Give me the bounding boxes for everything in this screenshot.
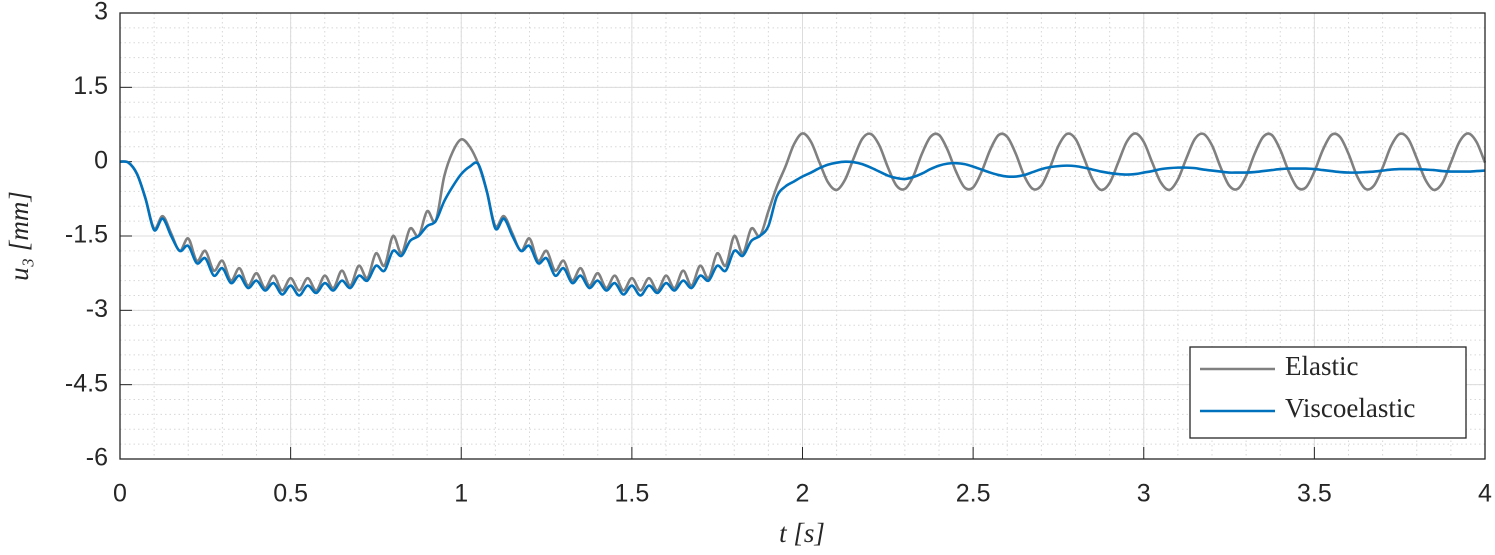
y-tick-label: -3: [86, 295, 108, 323]
legend-label: Elastic: [1285, 351, 1358, 381]
x-tick-label: 3.5: [1297, 480, 1332, 508]
legend-label: Viscoelastic: [1285, 393, 1415, 423]
x-tick-label: 2: [796, 480, 810, 508]
y-tick-label: -1.5: [65, 221, 108, 249]
x-tick-label: 4: [1478, 480, 1492, 508]
x-tick-label: 0.5: [273, 480, 308, 508]
x-tick-label: 1: [454, 480, 468, 508]
x-tick-label: 1.5: [614, 480, 649, 508]
y-tick-label: -6: [86, 444, 108, 472]
series-line: [119, 160, 1486, 297]
y-tick-label: 1.5: [73, 72, 108, 100]
series-line: [119, 132, 1487, 292]
y-tick-label: 0: [94, 146, 108, 174]
y-tick-label: -4.5: [65, 369, 108, 397]
x-axis-label: t [s]: [779, 518, 825, 548]
x-tick-label: 0: [113, 480, 127, 508]
y-tick-label: 3: [94, 0, 108, 26]
x-tick-label: 2.5: [956, 480, 991, 508]
legend-box: [1189, 346, 1467, 439]
axes-box: [119, 12, 1486, 460]
y-axis-label: u₃ [mm]: [4, 191, 34, 281]
x-tick-label: 3: [1137, 480, 1151, 508]
